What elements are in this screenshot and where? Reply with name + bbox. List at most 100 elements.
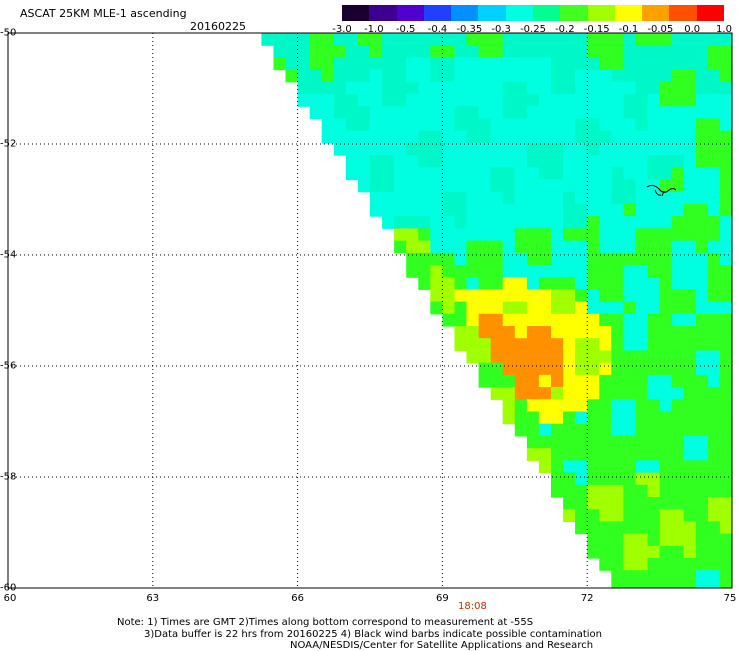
wind-cell [551,228,564,242]
wind-cell [478,265,492,278]
wind-cell [333,142,347,156]
wind-cell [514,167,528,181]
wind-cell [466,130,480,144]
wind-cell [502,252,516,266]
wind-cell [695,167,709,181]
wind-cell [394,106,407,120]
wind-cell [406,69,419,83]
wind-cell [575,509,588,523]
wind-cell [623,423,637,437]
wind-cell [297,45,311,59]
wind-cell [563,435,576,449]
wind-cell [587,484,600,498]
wind-cell [611,533,624,547]
wind-cell [659,362,673,376]
wind-cell [587,533,600,547]
wind-cell [526,399,540,413]
wind-cell [695,106,709,120]
wind-cell [635,411,649,425]
wind-cell [442,228,456,242]
wind-cell [587,435,600,449]
colorbar-swatch [642,5,670,21]
wind-cell [647,289,661,303]
longitude-tick-label: 66 [291,593,304,604]
wind-cell [514,33,528,46]
wind-cell [719,338,733,352]
wind-cell [707,69,721,83]
contamination-wind-barb [646,184,677,197]
wind-cell [623,338,637,352]
wind-cell [442,142,456,156]
wind-cell [418,155,431,168]
wind-cell [719,435,733,449]
wind-cell [671,179,685,193]
wind-cell [418,228,431,242]
wind-cell [623,301,637,315]
wind-cell [599,94,612,107]
wind-cell [611,313,624,327]
wind-cell [599,228,612,242]
wind-cell [478,313,492,327]
wind-cell [635,155,649,168]
wind-cell [587,33,600,46]
wind-cell [551,155,564,168]
wind-cell [478,301,492,315]
wind-cell [551,301,564,315]
wind-cell [599,191,612,205]
wind-cell [478,81,492,95]
wind-cell [563,484,576,498]
wind-cell [370,142,383,156]
wind-cell [635,94,649,107]
wind-cell [551,423,564,437]
wind-cell [563,81,576,95]
wind-cell [406,130,419,144]
wind-cell [514,94,528,107]
wind-cell [514,130,528,144]
wind-cell [587,497,600,510]
wind-cell [538,130,552,144]
wind-cell [707,350,721,364]
wind-cell [575,387,588,400]
wind-cell [490,94,504,107]
wind-cell [442,265,456,278]
wind-cell [635,326,649,339]
wind-cell [659,558,673,571]
colorbar-swatch [560,5,588,21]
wind-cell [551,472,564,486]
wind-cell [635,448,649,461]
wind-cell [611,350,624,364]
wind-cell [623,142,637,156]
wind-cell [683,301,697,315]
wind-cell [466,228,480,242]
wind-cell [683,423,697,437]
wind-cell [587,374,600,388]
wind-cell [695,484,709,498]
wind-cell [623,374,637,388]
wind-cell [695,94,709,107]
wind-cell [345,142,359,156]
wind-cell [575,216,588,229]
wind-cell [273,33,287,46]
wind-cell [514,240,528,254]
wind-cell [587,472,600,486]
wind-cell [695,545,709,559]
wind-cell [454,33,468,46]
wind-cell [382,216,395,229]
wind-cell [635,545,649,559]
wind-cell [647,216,661,229]
wind-cell [719,313,733,327]
wind-cell [526,301,540,315]
wind-cell [297,69,311,83]
wind-cell [683,155,697,168]
wind-cell [370,106,383,120]
wind-cell [659,167,673,181]
wind-cell [719,484,733,498]
wind-cell [635,191,649,205]
wind-cell [707,301,721,315]
wind-cell [683,252,697,266]
wind-cell [611,362,624,376]
wind-cell [551,191,564,205]
wind-cell [490,240,504,254]
wind-cell [623,69,637,83]
wind-cell [490,179,504,193]
